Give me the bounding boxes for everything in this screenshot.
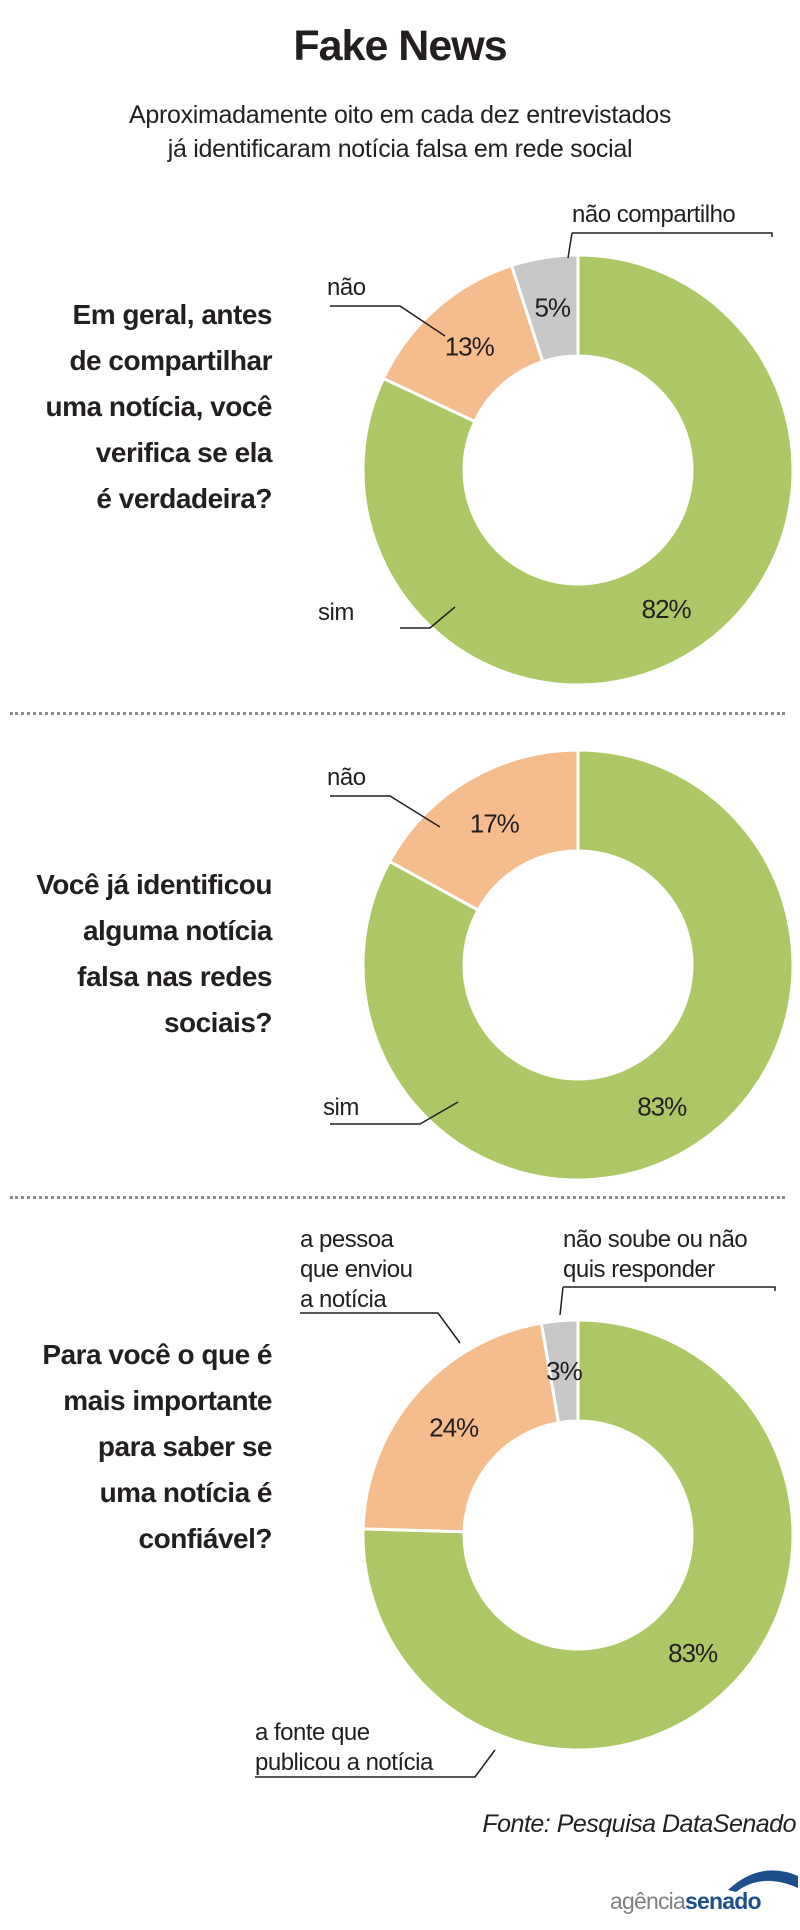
slice-value-label: 5% [534,293,570,323]
slice-category-label: que enviou [300,1256,412,1283]
question-2-line: alguma notícia [82,915,273,946]
slice-value-label: 82% [642,594,692,624]
leader-line [567,232,773,259]
donut-chart-verify: 82% sim 13% não 5% não compartilho [318,201,795,687]
donut-slice [361,1321,561,1534]
question-3-line: mais importante [63,1385,272,1416]
question-1-line: verifica se ela [95,437,273,468]
logo-text-part2: senado [684,1888,762,1914]
donut-slice [361,253,795,687]
slice-category-label: sim [323,1094,359,1121]
logo-text-part1: agência [610,1888,686,1914]
question-3: Para você o que é mais importante para s… [10,1332,272,1562]
slice-value-label: 83% [637,1092,687,1122]
leader-line [330,795,441,828]
slice-category-label: não soube ou não [563,1226,747,1253]
question-2: Você já identificou alguma notícia falsa… [10,862,272,1046]
question-3-line: confiável? [138,1523,273,1554]
subtitle: Aproximadamente oito em cada dez entrevi… [40,98,760,166]
question-3-line: uma notícia é [99,1477,273,1508]
donut-slice [509,253,580,364]
slice-value-label: 3% [546,1356,582,1386]
separator [10,1196,785,1199]
slice-category-label: publicou a notícia [255,1749,434,1776]
slice-category-label: sim [318,599,354,626]
leader-line [400,606,456,629]
donut-slice [361,1318,795,1752]
slice-category-label: não [327,764,366,791]
slice-category-label: a pessoa [300,1226,395,1253]
logo-arc-icon [728,1870,798,1892]
donut-slice [361,748,795,1182]
page-title: Fake News [293,22,507,70]
leader-line [330,1101,459,1125]
leader-line [300,1312,461,1344]
question-1-line: é verdadeira? [96,483,272,514]
slice-category-label: a fonte que [255,1719,370,1746]
question-3-line: para saber se [97,1431,273,1462]
question-3-line: Para você o que é [42,1339,272,1370]
question-2-line: Você já identificou [36,869,272,900]
separator [10,712,785,715]
slice-category-label: quis responder [563,1256,715,1283]
donut-chart-identified: 83% sim 17% não [323,748,795,1182]
leader-line [330,305,446,337]
source-note: Fonte: Pesquisa DataSenado [482,1810,796,1838]
leader-line [255,1749,496,1778]
agencia-senado-logo: agênciasenado [610,1858,800,1918]
slice-value-label: 13% [445,332,495,362]
donut-chart-reliability: 83% a fonte que publicou a notícia 24% a pes… [255,1226,795,1778]
logo-text: agênciasenado [610,1888,762,1915]
donut-slice [387,748,580,913]
slice-value-label: 24% [429,1412,479,1442]
question-2-line: sociais? [163,1007,273,1038]
question-2-line: falsa nas redes [77,961,272,992]
slice-value-label: 83% [668,1638,718,1668]
question-1-line: uma notícia, você [45,391,273,422]
question-1-line: Em geral, antes [72,299,273,330]
subtitle-line-1: Aproximadamente oito em cada dez entrevi… [128,101,672,129]
slice-category-label: a notícia [300,1286,387,1313]
subtitle-line-2: já identificaram notícia falsa em rede s… [167,135,633,163]
leader-line [559,1286,776,1316]
slice-category-label: não compartilho [572,201,735,228]
question-1: Em geral, antes de compartilhar uma notí… [10,292,273,522]
slice-category-label: não [327,274,366,301]
slice-value-label: 17% [470,808,520,838]
donut-slice [539,1318,580,1425]
question-1-line: de compartilhar [69,345,272,376]
